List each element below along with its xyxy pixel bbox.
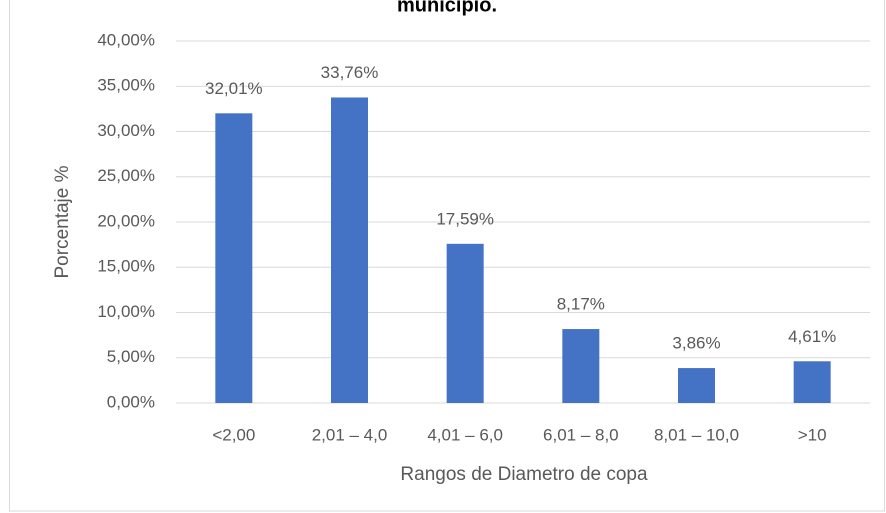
y-tick-label: 40,00%: [97, 30, 155, 49]
y-tick-label: 25,00%: [97, 166, 155, 185]
x-tick-label: >10: [798, 425, 827, 444]
y-tick-label: 30,00%: [97, 121, 155, 140]
bar: [215, 113, 253, 403]
data-label: 3,86%: [672, 334, 720, 353]
data-label: 33,76%: [321, 63, 379, 82]
y-tick-label: 35,00%: [97, 76, 155, 95]
bar: [678, 368, 715, 403]
x-tick-label: <2,00: [212, 425, 255, 444]
bar: [562, 329, 600, 403]
bar: [446, 243, 484, 403]
data-label: 8,17%: [557, 295, 605, 314]
x-tick-label: 4,01 – 6,0: [427, 425, 503, 444]
bar: [331, 97, 368, 404]
y-tick-label: 0,00%: [107, 392, 155, 411]
y-tick-label: 15,00%: [97, 257, 155, 276]
x-tick-label: 2,01 – 4,0: [312, 425, 388, 444]
data-label: 32,01%: [205, 79, 263, 98]
y-tick-label: 5,00%: [107, 347, 155, 366]
data-label: 4,61%: [788, 327, 836, 346]
y-tick-label: 10,00%: [97, 302, 155, 321]
x-tick-label: 8,01 – 10,0: [654, 425, 739, 444]
x-axis-label: Rangos de Diametro de copa: [400, 464, 648, 485]
x-tick-label: 6,01 – 8,0: [543, 425, 619, 444]
bar: [793, 361, 831, 403]
data-label: 17,59%: [436, 209, 494, 228]
chart-title: municipio.: [397, 0, 497, 16]
y-tick-label: 20,00%: [97, 211, 155, 230]
y-axis-label: Porcentaje %: [52, 165, 73, 278]
